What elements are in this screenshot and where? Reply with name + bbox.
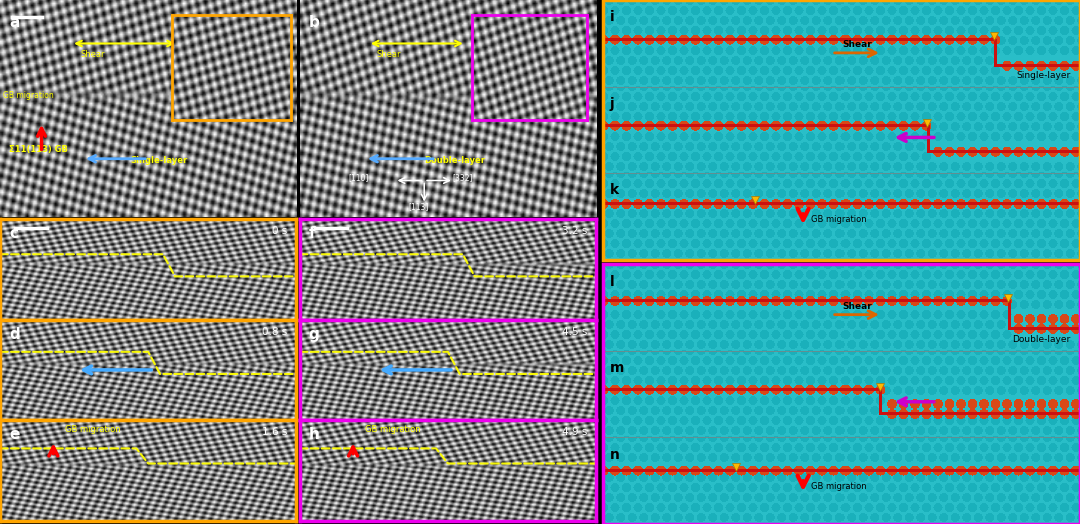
Text: [113]: [113] <box>408 202 429 211</box>
Text: Double-layer: Double-layer <box>1012 335 1070 344</box>
Text: k: k <box>610 183 619 198</box>
Text: l: l <box>610 275 615 289</box>
Text: Shear: Shear <box>377 50 402 59</box>
Text: GB migration: GB migration <box>811 482 867 491</box>
Text: Single-layer: Single-layer <box>131 156 188 165</box>
Text: GB migration: GB migration <box>3 91 54 100</box>
Text: i: i <box>610 10 615 25</box>
Text: c: c <box>9 226 18 241</box>
Text: Shear: Shear <box>80 50 105 59</box>
Text: h: h <box>309 427 320 442</box>
Text: g: g <box>309 326 320 342</box>
Text: [110]: [110] <box>349 173 369 182</box>
Text: a: a <box>9 15 19 30</box>
Text: n: n <box>610 448 620 462</box>
Text: d: d <box>9 326 19 342</box>
Text: 4.5 s: 4.5 s <box>562 326 588 337</box>
Text: 3.2 s: 3.2 s <box>562 226 588 236</box>
Text: 0 s: 0 s <box>272 226 287 236</box>
Text: Single-layer: Single-layer <box>1016 71 1070 80</box>
Text: 0.8 s: 0.8 s <box>262 326 287 337</box>
Text: 1.6 s: 1.6 s <box>262 427 287 438</box>
Text: m: m <box>610 361 624 375</box>
Text: GB migration: GB migration <box>65 425 121 434</box>
Text: b: b <box>309 15 320 30</box>
Text: Shear: Shear <box>842 302 872 311</box>
Text: Σ11(113) GB: Σ11(113) GB <box>9 145 68 154</box>
Text: e: e <box>9 427 19 442</box>
Text: j: j <box>610 97 615 111</box>
Text: 4.9 s: 4.9 s <box>562 427 588 438</box>
Text: f: f <box>309 226 315 241</box>
Text: Double-layer: Double-layer <box>424 156 485 165</box>
Text: [332]: [332] <box>453 173 473 182</box>
Text: GB migration: GB migration <box>811 215 867 224</box>
Text: Shear: Shear <box>842 40 872 49</box>
Text: GB migration: GB migration <box>365 425 420 434</box>
